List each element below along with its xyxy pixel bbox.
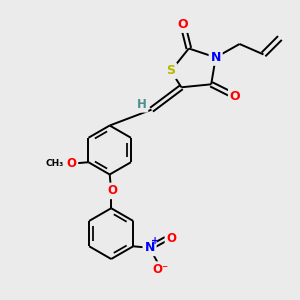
Text: O: O xyxy=(108,184,118,197)
Text: O: O xyxy=(178,18,188,31)
Text: O: O xyxy=(230,90,240,103)
Text: O: O xyxy=(167,232,176,245)
Text: +: + xyxy=(151,236,159,246)
Text: CH₃: CH₃ xyxy=(45,159,64,168)
Text: H: H xyxy=(137,98,147,111)
Text: N: N xyxy=(211,51,221,64)
Text: N: N xyxy=(144,241,155,254)
Text: O: O xyxy=(67,157,76,170)
Text: S: S xyxy=(167,64,176,77)
Text: O⁻: O⁻ xyxy=(152,263,168,276)
